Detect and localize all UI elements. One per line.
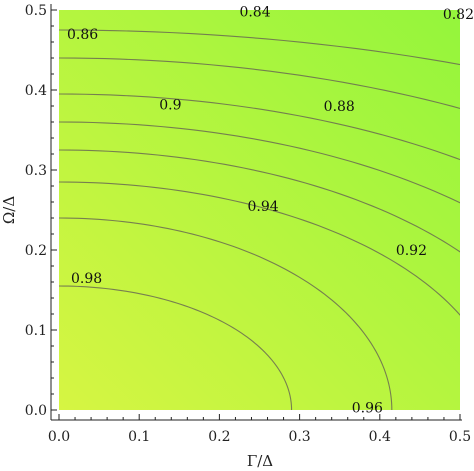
y-tick-label: 0.3	[25, 163, 47, 179]
y-ticks: 0.0 0.1 0.2 0.3 0.4 0.5	[25, 3, 57, 419]
contour-labels: 0.84 0.82 0.86 0.9 0.88 0.94 0.92 0.98 0.96	[67, 5, 474, 417]
contour-label-0-84: 0.84	[239, 5, 270, 21]
contour-line-0-9	[59, 121, 460, 204]
x-tick-label: 0.3	[288, 429, 310, 445]
x-tick-label: 0.1	[128, 429, 150, 445]
contour-line-0-94	[59, 181, 460, 316]
y-tick-label: 0.1	[25, 323, 47, 339]
x-tick-label: 0.2	[208, 429, 230, 445]
y-tick-label: 0.4	[25, 83, 47, 99]
x-tick-label: 0.4	[369, 429, 391, 445]
contour-line-0-84	[59, 29, 460, 66]
contour-label-0-82: 0.82	[443, 7, 474, 23]
contour-label-0-88: 0.88	[324, 99, 355, 115]
axes	[50, 4, 462, 421]
contour-lines	[59, 29, 460, 410]
x-axis-label: Γ/Δ	[247, 452, 273, 470]
contour-label-0-96: 0.96	[352, 401, 383, 417]
contour-label-0-86: 0.86	[67, 27, 98, 43]
contour-label-0-94: 0.94	[247, 199, 278, 215]
y-tick-label: 0.0	[25, 403, 47, 419]
contour-line-0-96	[59, 217, 393, 410]
contour-line-0-86	[59, 57, 460, 109]
contour-label-0-9: 0.9	[159, 97, 181, 113]
x-tick-label: 0.0	[48, 429, 70, 445]
contour-label-0-92: 0.92	[396, 243, 427, 259]
y-tick-label: 0.5	[25, 3, 47, 19]
x-ticks: 0.0 0.1 0.2 0.3 0.4 0.5	[48, 414, 471, 445]
y-axis-label: Ω/Δ	[0, 196, 18, 224]
contour-line-0-88	[59, 93, 460, 161]
plot-background	[59, 10, 460, 410]
contour-label-0-98: 0.98	[71, 271, 102, 287]
contour-line-0-92	[59, 149, 460, 253]
y-tick-label: 0.2	[25, 243, 47, 259]
x-tick-label: 0.5	[449, 429, 471, 445]
contour-line-0-98	[59, 285, 293, 410]
